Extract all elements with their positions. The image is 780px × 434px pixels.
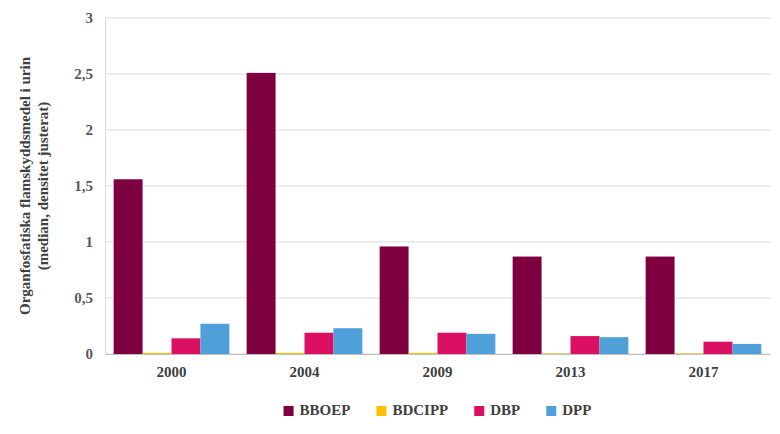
grid [105, 18, 770, 354]
series [172, 333, 733, 354]
y-axis-title-line: (median, densitet justerat) [35, 102, 52, 271]
chart-svg: 0 0,5 1 1,5 2 2,5 3 2000 2004 2009 2013 2017 Organfo… [0, 0, 780, 434]
legend-item: BBOEP [284, 402, 351, 418]
series [114, 73, 675, 354]
grid-line [105, 186, 770, 187]
legend-label: DBP [490, 402, 520, 418]
bar [409, 353, 438, 354]
bar [247, 73, 276, 354]
x-tick: 2013 [556, 354, 586, 380]
bar [114, 179, 143, 354]
y-tick-label: 2 [86, 122, 94, 138]
x-tick-label: 2013 [556, 364, 586, 380]
x-tick-label: 2009 [423, 364, 453, 380]
y-tick: 0,5 [74, 290, 105, 306]
bar [438, 333, 467, 354]
legend-swatch [546, 406, 556, 416]
legend-label: BDCIPP [392, 402, 448, 418]
bar [571, 336, 600, 354]
bar [380, 246, 409, 354]
grid-line [105, 18, 770, 19]
bars [114, 73, 762, 354]
bar [466, 334, 495, 354]
bar [333, 328, 362, 354]
bar [675, 353, 704, 354]
y-axis-line [105, 19, 106, 355]
x-tick: 2004 [290, 354, 321, 380]
grid-line [105, 242, 770, 243]
y-tick: 2 [86, 122, 106, 138]
x-tick-label: 2017 [689, 364, 720, 380]
legend-item: BDCIPP [376, 402, 448, 418]
grid-line [105, 74, 770, 75]
x-tick: 2017 [689, 354, 720, 380]
y-tick: 0 [86, 346, 106, 362]
legend-swatch [284, 406, 294, 416]
y-axis-title: Organfosfatiska flamskyddsmedel i urin(m… [17, 56, 52, 315]
legend-label: BBOEP [300, 402, 351, 418]
y-tick: 2,5 [74, 66, 105, 82]
y-axis-title-line: Organfosfatiska flamskyddsmedel i urin [17, 56, 33, 315]
bar [599, 337, 628, 354]
bar [646, 257, 675, 354]
legend-swatch [474, 406, 484, 416]
y-tick-label: 2,5 [74, 66, 93, 82]
bar [276, 353, 305, 354]
x-tick-label: 2004 [290, 364, 321, 380]
y-axis: 0 0,5 1 1,5 2 2,5 3 [74, 10, 105, 362]
bar [542, 353, 571, 354]
y-tick-label: 1 [86, 234, 94, 250]
chart-container: 0 0,5 1 1,5 2 2,5 3 2000 2004 2009 2013 2017 Organfo… [0, 0, 780, 434]
legend-swatch [376, 406, 386, 416]
legend-item: DPP [546, 402, 591, 418]
y-tick-label: 1,5 [74, 178, 93, 194]
bar [513, 257, 542, 354]
bar [143, 353, 172, 354]
x-tick: 2009 [423, 354, 453, 380]
y-tick-label: 3 [86, 10, 94, 26]
x-axis: 2000 2004 2009 2013 2017 [106, 354, 771, 380]
y-tick: 3 [86, 10, 106, 26]
legend-label: DPP [562, 402, 591, 418]
bar [172, 338, 201, 354]
x-tick: 2000 [157, 354, 187, 380]
series [200, 324, 761, 354]
y-tick: 1 [86, 234, 106, 250]
plot-area: 0 0,5 1 1,5 2 2,5 3 2000 2004 2009 2013 2017 [74, 10, 770, 379]
y-tick: 1,5 [74, 178, 105, 194]
legend-item: DBP [474, 402, 520, 418]
y-tick-label: 0,5 [74, 290, 93, 306]
x-axis-line [106, 354, 771, 355]
bar [200, 324, 229, 354]
grid-line [105, 130, 770, 131]
bar [305, 333, 334, 354]
y-tick-label: 0 [86, 346, 94, 362]
bar [732, 344, 761, 354]
legend: BBOEP BDCIPP DBP DPP [284, 402, 592, 418]
bar [704, 342, 733, 354]
x-tick-label: 2000 [157, 364, 187, 380]
